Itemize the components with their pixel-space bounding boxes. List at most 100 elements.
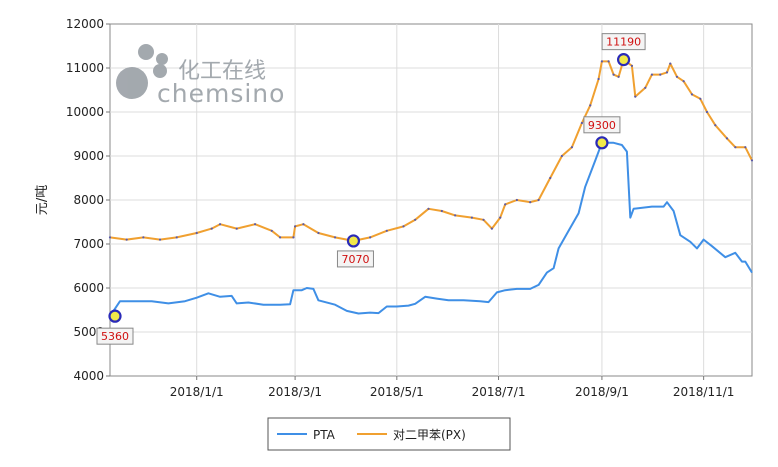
data-point: [690, 93, 694, 96]
data-point: [570, 146, 574, 149]
data-point: [440, 209, 443, 213]
annotation-9300: 9300: [583, 116, 621, 150]
data-point: [270, 229, 273, 232]
y-tick-label: 11000: [66, 61, 104, 75]
data-point: [607, 60, 610, 63]
data-point: [612, 73, 615, 76]
y-tick-label: 4000: [73, 369, 104, 383]
data-point: [705, 110, 709, 114]
data-point: [630, 64, 634, 67]
data-point: [580, 121, 584, 125]
data-point: [470, 216, 473, 219]
data-point: [218, 223, 222, 226]
data-point: [665, 71, 669, 74]
data-point: [597, 77, 600, 81]
data-point: [490, 227, 493, 230]
y-tick-label: 10000: [66, 105, 104, 119]
annotation-7070: 7070: [336, 234, 374, 268]
watermark-logo: 化工在线 chemsino: [116, 44, 285, 108]
data-point: [504, 203, 507, 206]
data-point: [385, 229, 388, 232]
data-point: [515, 198, 518, 202]
data-point: [750, 159, 754, 162]
data-point: [714, 124, 717, 127]
data-point: [482, 218, 485, 221]
y-tick-label: 6000: [73, 281, 104, 295]
data-point: [734, 146, 737, 149]
annotation-label: 5360: [101, 330, 129, 343]
data-point: [537, 198, 540, 202]
data-point: [549, 176, 552, 180]
data-point: [669, 62, 672, 65]
x-tick-label: 2018/3/1: [268, 385, 322, 399]
annotation-label: 7070: [341, 253, 369, 266]
legend-px: 对二甲苯(PX): [393, 428, 466, 442]
annotation-box: [583, 116, 621, 134]
data-point: [499, 216, 502, 219]
data-point: [454, 214, 457, 217]
annotation-box: [336, 250, 374, 268]
data-point: [334, 236, 337, 239]
data-point: [644, 86, 647, 89]
data-point: [617, 75, 620, 78]
data-point: [158, 238, 162, 241]
data-point: [292, 236, 295, 239]
annotation-box: [601, 33, 646, 51]
data-point: [600, 60, 604, 63]
annotation-marker: [346, 234, 361, 248]
data-point: [278, 236, 282, 239]
watermark-en: chemsino: [157, 79, 285, 108]
data-point: [210, 227, 213, 230]
y-tick-label: 9000: [73, 149, 104, 163]
data-point: [317, 231, 320, 235]
annotation-label: 9300: [588, 119, 616, 132]
annotation-marker: [108, 309, 122, 323]
data-point: [560, 154, 564, 158]
y-axis-label: 元/吨: [35, 185, 50, 215]
y-tick-label: 5000: [73, 325, 104, 339]
data-point: [108, 236, 112, 239]
x-tick-label: 2018/5/1: [370, 385, 424, 399]
data-point: [414, 218, 417, 221]
data-point: [650, 73, 654, 76]
annotation-marker: [595, 136, 609, 150]
data-point: [235, 227, 238, 230]
legend: PTA 对二甲苯(PX): [267, 417, 511, 451]
x-tick-label: 2018/9/1: [575, 385, 629, 399]
annotation-5360: 5360: [96, 309, 134, 345]
data-point: [529, 201, 532, 204]
grid: [110, 24, 752, 376]
x-axis: 2018/1/1 2018/3/1 2018/5/1 2018/7/1 2018/9/1…: [170, 376, 735, 399]
series-line-pta: [109, 141, 753, 317]
annotation-label: 11190: [606, 36, 641, 49]
x-tick-label: 2018/11/1: [673, 385, 735, 399]
data-point: [142, 236, 145, 239]
data-point: [659, 73, 662, 76]
y-tick-label: 12000: [66, 17, 104, 31]
data-point: [302, 223, 305, 226]
data-point: [675, 75, 679, 78]
annotation-box: [96, 327, 134, 345]
y-axis: 4000 5000 6000 7000 8000 9000 10000 11000 12000: [66, 17, 110, 383]
x-tick-label: 2018/1/1: [170, 385, 224, 399]
data-point: [682, 80, 685, 83]
data-point: [744, 146, 747, 149]
x-tick-label: 2018/7/1: [472, 385, 526, 399]
data-point: [725, 137, 729, 140]
data-point: [175, 236, 178, 239]
data-point: [369, 236, 372, 239]
data-point: [589, 104, 592, 107]
watermark-cn: 化工在线: [178, 59, 266, 84]
series-lines: [108, 58, 754, 317]
y-tick-label: 8000: [73, 193, 104, 207]
annotation-marker: [616, 53, 631, 67]
annotations: 5360 7070 9300 11190: [96, 33, 646, 345]
data-point: [195, 231, 198, 235]
data-point: [125, 238, 128, 241]
data-point: [402, 225, 405, 228]
annotation-11190: 11190: [601, 33, 646, 67]
data-point: [427, 207, 430, 210]
data-point: [699, 97, 702, 100]
data-point: [634, 95, 637, 98]
